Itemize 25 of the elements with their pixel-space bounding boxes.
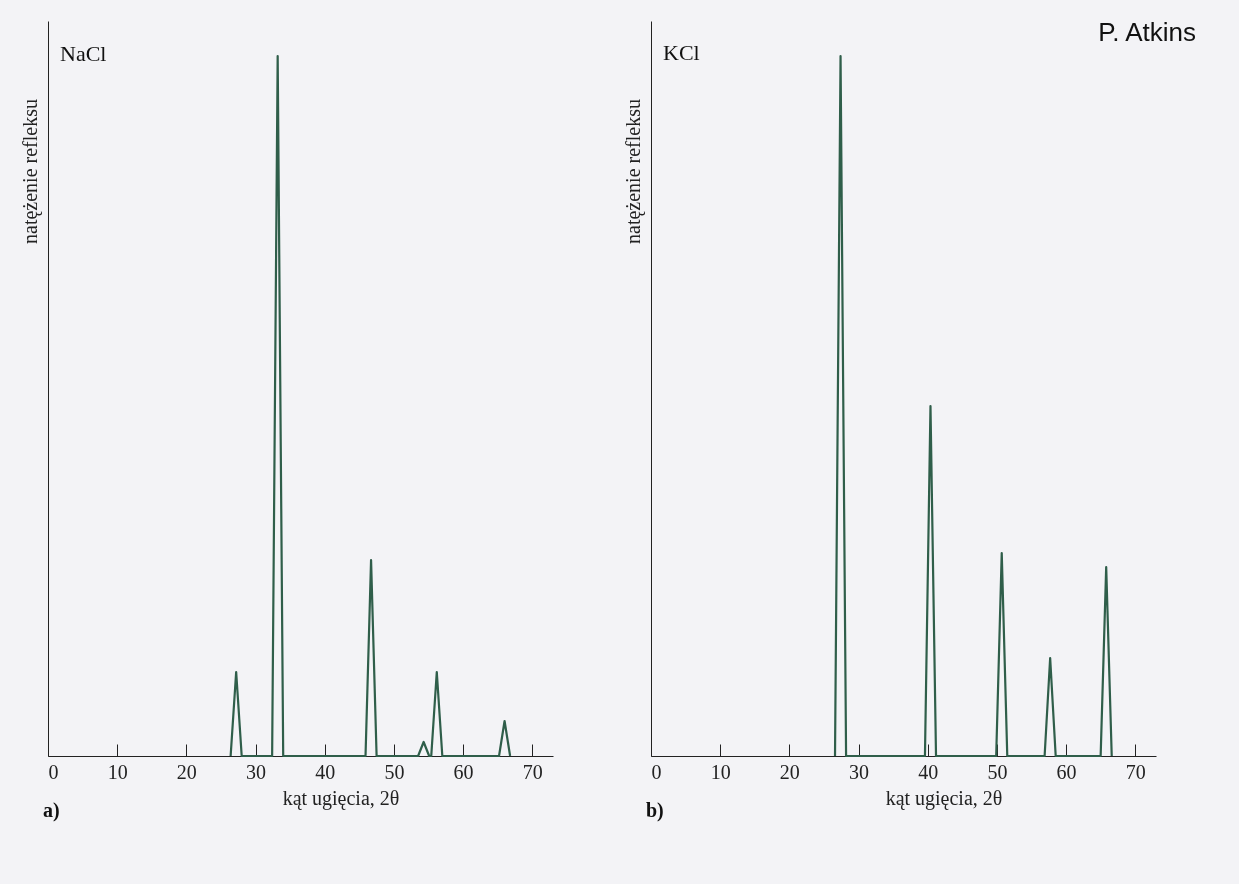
y-axis-title: natężenie refleksu bbox=[621, 99, 645, 244]
text: P. Atkins bbox=[1098, 17, 1196, 47]
x-tick-label: 70 bbox=[1125, 760, 1146, 783]
x-tick-label: 60 bbox=[453, 760, 474, 783]
x-tick-label: 50 bbox=[384, 760, 405, 783]
x-tick-label: 40 bbox=[315, 760, 336, 783]
x-axis-title: kąt ugięcia, 2θ bbox=[282, 786, 400, 810]
x-tick-label: 30 bbox=[246, 760, 267, 783]
x-tick-label: 70 bbox=[522, 760, 543, 783]
x-tick-label: 20 bbox=[176, 760, 197, 783]
x-tick-label: 0 bbox=[48, 760, 59, 783]
x-tick-label: 0 bbox=[651, 760, 662, 783]
chart-title: NaCl bbox=[60, 41, 107, 66]
x-tick-label: 40 bbox=[918, 760, 939, 783]
chart-title: KCl bbox=[663, 40, 700, 65]
x-tick-label: 10 bbox=[107, 760, 128, 783]
x-tick-label: 50 bbox=[987, 760, 1008, 783]
text: b) bbox=[646, 799, 664, 822]
x-tick-label: 10 bbox=[710, 760, 731, 783]
x-tick-label: 20 bbox=[779, 760, 800, 783]
x-tick-label: 30 bbox=[849, 760, 870, 783]
x-tick-label: 60 bbox=[1056, 760, 1077, 783]
text: a) bbox=[43, 799, 60, 822]
x-axis-title: kąt ugięcia, 2θ bbox=[885, 786, 1003, 810]
y-axis-title: natężenie refleksu bbox=[18, 99, 42, 244]
